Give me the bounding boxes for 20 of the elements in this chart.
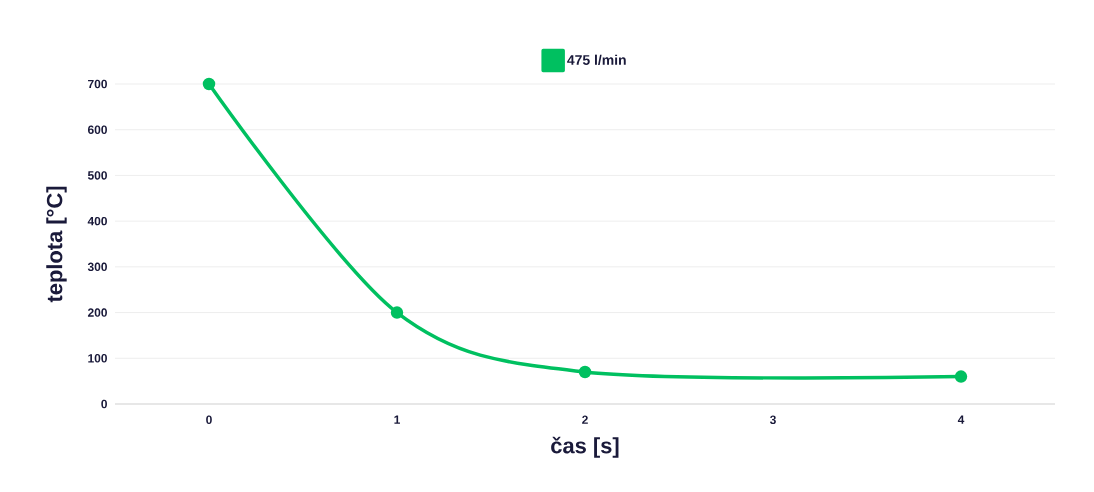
x-tick-label: 0: [206, 415, 212, 424]
y-tick-label: 200: [87, 308, 107, 317]
y-tick-label: 400: [87, 216, 107, 226]
y-tick-label: 100: [88, 354, 107, 363]
x-tick-label: 1: [394, 415, 400, 424]
point: [202, 77, 216, 91]
point: [390, 306, 404, 319]
y-tick-label: 700: [88, 79, 107, 89]
y-axis-title: teplota [°C]: [46, 186, 67, 303]
point: [578, 365, 592, 379]
x-tick-label: 3: [769, 415, 776, 425]
y-tick-label: 500: [87, 171, 107, 180]
x-tick-label: 2: [582, 415, 588, 424]
legend-label: 475 l/min: [567, 54, 626, 66]
point: [954, 370, 968, 383]
x-axis-title: čas [s]: [551, 436, 619, 458]
y-tick-label: 0: [101, 399, 107, 409]
y-tick-label: 600: [87, 125, 107, 134]
x-tick-label: 4: [957, 415, 965, 424]
y-tick-label: 300: [87, 262, 107, 272]
